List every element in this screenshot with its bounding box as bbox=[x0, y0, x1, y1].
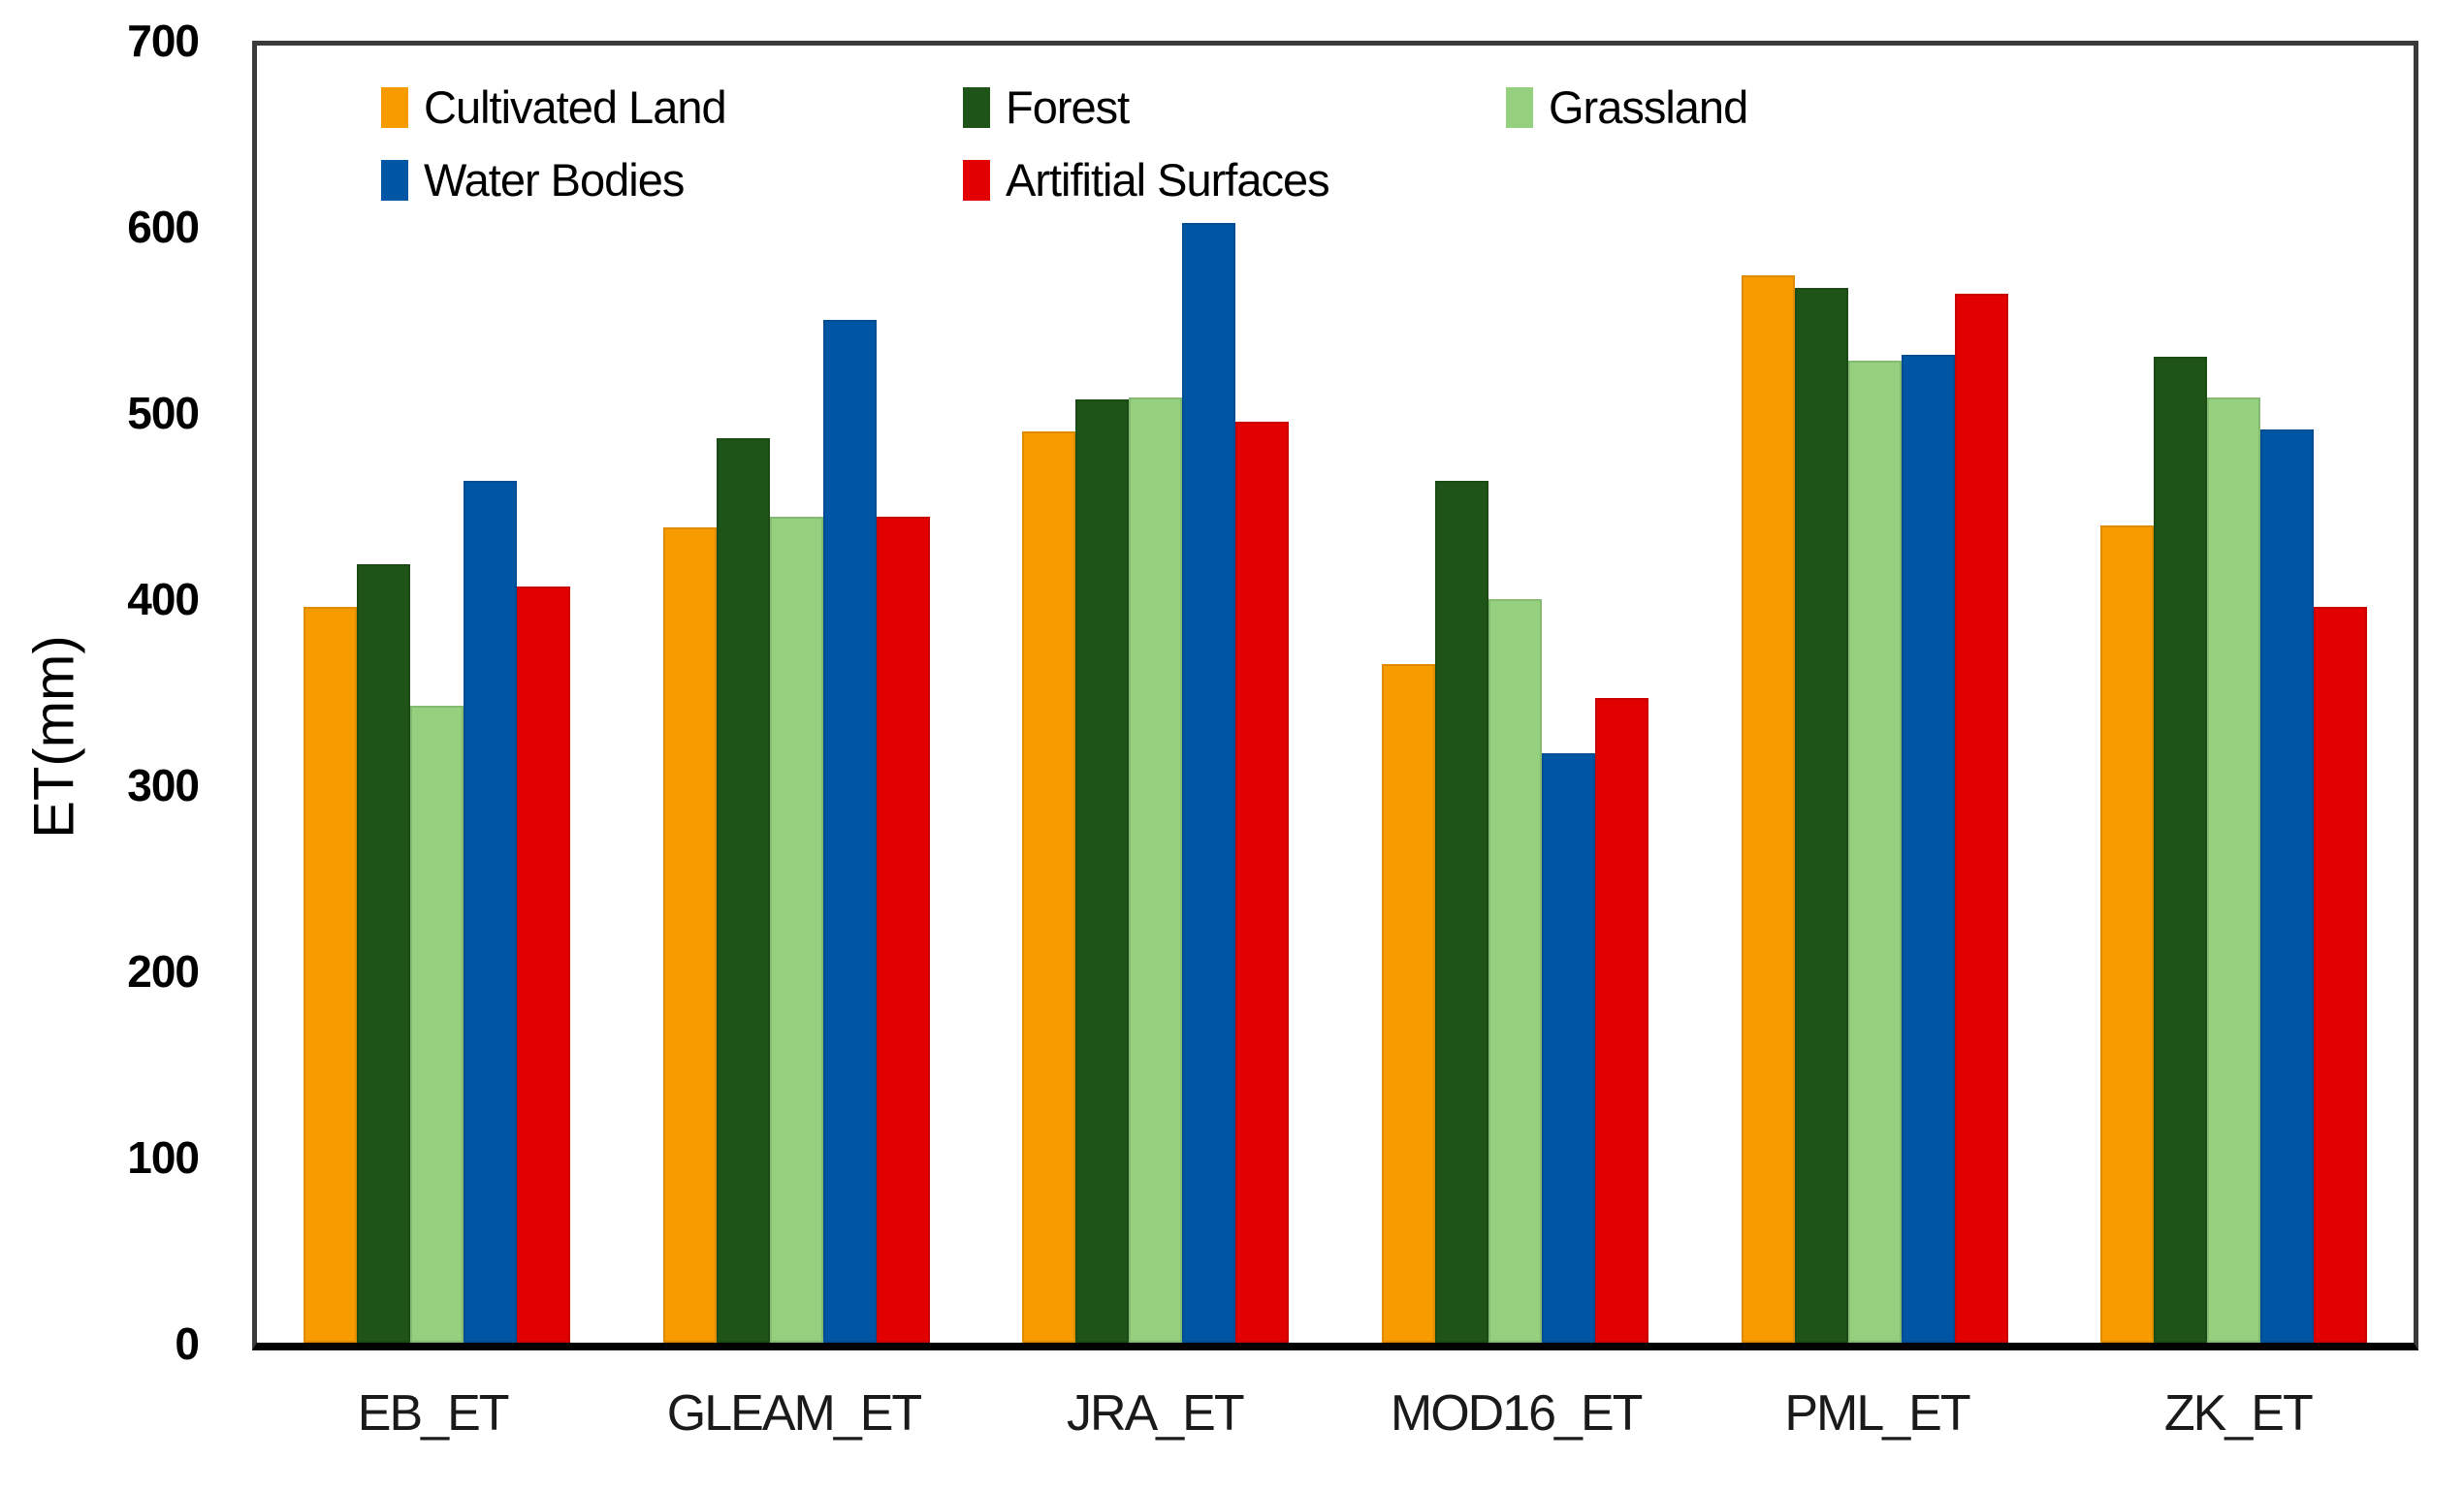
legend-item-water-bodies: Water Bodies bbox=[381, 154, 685, 206]
bar-group-pml-et bbox=[1695, 46, 2055, 1343]
bar-group-eb-et bbox=[257, 46, 617, 1343]
bar-grassland-jra-et bbox=[1129, 397, 1183, 1343]
bar-grassland-mod16-et bbox=[1488, 599, 1542, 1343]
bar-water-bodies-gleam-et bbox=[822, 319, 877, 1343]
bar-grassland-eb-et bbox=[409, 705, 464, 1343]
bar-artifitial-surfaces-zk-et bbox=[2314, 607, 2368, 1343]
x-axis-label-zk-et: ZK_ET bbox=[2163, 1385, 2314, 1442]
x-axis-label-pml-et: PML_ET bbox=[1784, 1385, 1970, 1442]
bar-forest-jra-et bbox=[1075, 399, 1130, 1343]
y-axis-ticks: 0 100 200 300 400 500 600 700 bbox=[0, 16, 200, 1369]
bar-group-zk-et bbox=[2054, 46, 2414, 1343]
bar-water-bodies-mod16-et bbox=[1541, 753, 1595, 1343]
legend-swatch-icon bbox=[963, 87, 990, 128]
bar-artifitial-surfaces-mod16-et bbox=[1594, 697, 1648, 1343]
bars-container bbox=[257, 46, 2414, 1343]
x-axis-label-mod16-et: MOD16_ET bbox=[1390, 1385, 1644, 1442]
bar-group-mod16-et bbox=[1335, 46, 1695, 1343]
x-axis-label-jra-et: JRA_ET bbox=[1067, 1385, 1245, 1442]
bar-water-bodies-zk-et bbox=[2260, 428, 2315, 1343]
bar-grassland-zk-et bbox=[2207, 397, 2261, 1343]
y-tick-label-200: 200 bbox=[127, 946, 200, 997]
bar-cultivated-land-mod16-et bbox=[1381, 664, 1435, 1343]
legend-label: Water Bodies bbox=[424, 154, 685, 206]
bar-artifitial-surfaces-gleam-et bbox=[876, 516, 930, 1343]
y-tick-label-500: 500 bbox=[127, 388, 200, 438]
legend-label: Artifitial Surfaces bbox=[1006, 154, 1330, 206]
x-axis-label-gleam-et: GLEAM_ET bbox=[666, 1385, 922, 1442]
legend-swatch-icon bbox=[1506, 87, 1533, 128]
legend-label: Cultivated Land bbox=[424, 81, 727, 133]
legend-item-artifitial-surfaces: Artifitial Surfaces bbox=[963, 154, 1330, 206]
y-tick-label-0: 0 bbox=[175, 1318, 200, 1369]
bar-water-bodies-pml-et bbox=[1901, 355, 1955, 1343]
legend-swatch-icon bbox=[963, 160, 990, 201]
legend-item-cultivated-land: Cultivated Land bbox=[381, 81, 727, 133]
bar-forest-mod16-et bbox=[1434, 481, 1488, 1343]
bar-water-bodies-jra-et bbox=[1182, 223, 1236, 1343]
bar-cultivated-land-zk-et bbox=[2100, 525, 2155, 1343]
bar-group-jra-et bbox=[976, 46, 1335, 1343]
x-axis-labels: EB_ET GLEAM_ET JRA_ET MOD16_ET PML_ET ZK_ET bbox=[252, 1384, 2418, 1443]
legend-label: Forest bbox=[1006, 81, 1130, 133]
legend-swatch-icon bbox=[381, 160, 408, 201]
bar-cultivated-land-eb-et bbox=[303, 607, 357, 1343]
y-tick-label-600: 600 bbox=[127, 202, 200, 252]
legend-swatch-icon bbox=[381, 87, 408, 128]
bar-cultivated-land-jra-et bbox=[1022, 430, 1076, 1343]
bar-forest-gleam-et bbox=[716, 438, 770, 1343]
y-tick-label-100: 100 bbox=[127, 1132, 200, 1183]
bar-artifitial-surfaces-pml-et bbox=[1954, 294, 2008, 1343]
bar-grassland-gleam-et bbox=[769, 516, 823, 1343]
bar-water-bodies-eb-et bbox=[463, 481, 517, 1343]
y-tick-label-300: 300 bbox=[127, 760, 200, 810]
bar-grassland-pml-et bbox=[1847, 361, 1902, 1343]
bar-artifitial-surfaces-eb-et bbox=[516, 587, 570, 1343]
bar-forest-pml-et bbox=[1794, 288, 1848, 1343]
y-tick-label-700: 700 bbox=[127, 16, 200, 66]
legend-item-grassland: Grassland bbox=[1506, 81, 1748, 133]
y-tick-label-400: 400 bbox=[127, 574, 200, 624]
bar-forest-zk-et bbox=[2154, 357, 2208, 1343]
bar-group-gleam-et bbox=[617, 46, 976, 1343]
bar-forest-eb-et bbox=[356, 564, 410, 1343]
bar-artifitial-surfaces-jra-et bbox=[1235, 422, 1290, 1343]
plot-area: Cultivated Land Forest Grassland Water Bodi… bbox=[252, 41, 2418, 1350]
bar-cultivated-land-gleam-et bbox=[662, 526, 717, 1343]
legend-label: Grassland bbox=[1549, 81, 1748, 133]
bar-cultivated-land-pml-et bbox=[1741, 274, 1795, 1343]
legend-item-forest: Forest bbox=[963, 81, 1130, 133]
x-axis-label-eb-et: EB_ET bbox=[357, 1385, 510, 1442]
